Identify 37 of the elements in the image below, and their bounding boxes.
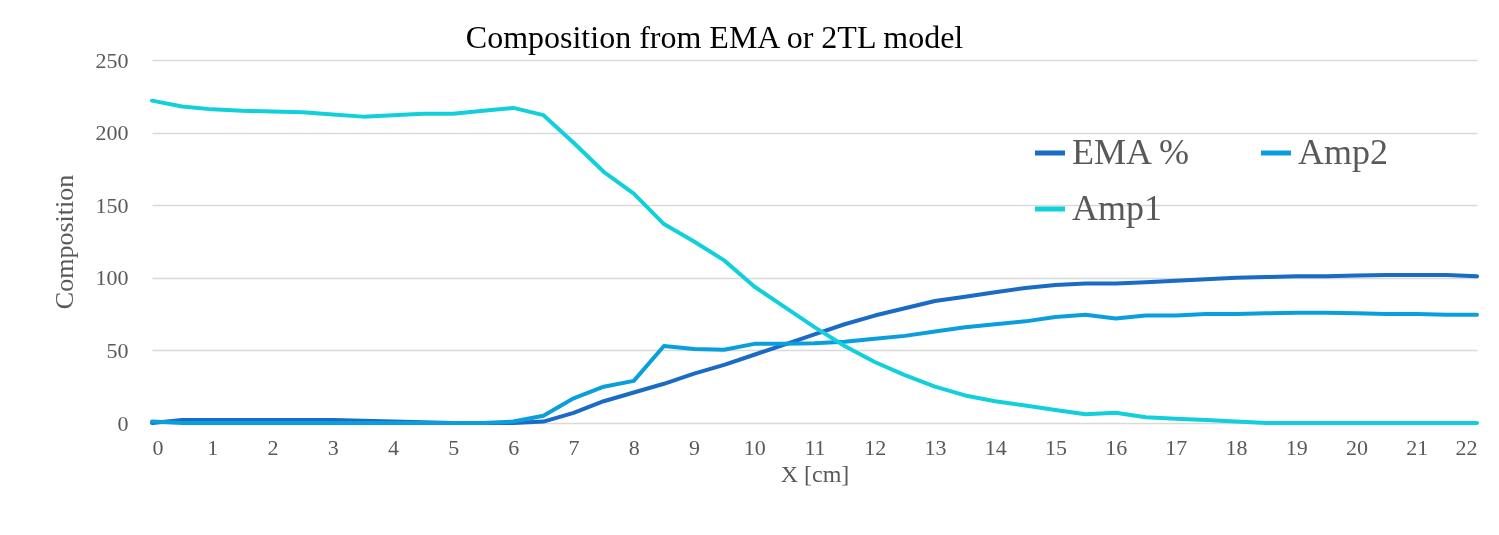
y-axis-title: Composition bbox=[49, 174, 79, 310]
line-series bbox=[150, 98, 1479, 425]
x-axis-title: X [cm] bbox=[780, 460, 850, 487]
y-tick-label: 100 bbox=[95, 265, 129, 291]
x-tick-label: 2 bbox=[267, 434, 279, 460]
chart-title: Composition from EMA or 2TL model bbox=[465, 19, 964, 55]
x-tick-label: 17 bbox=[1165, 434, 1188, 460]
x-tick-label: 3 bbox=[327, 434, 339, 460]
x-tick-label: 6 bbox=[508, 434, 520, 460]
x-tick-label: 19 bbox=[1285, 434, 1308, 460]
x-tick-label: 14 bbox=[984, 434, 1007, 460]
x-tick-label: 21 bbox=[1406, 434, 1429, 460]
x-tick-label: 9 bbox=[689, 434, 701, 460]
legend-label: Amp1 bbox=[1072, 188, 1162, 228]
y-tick-label: 200 bbox=[95, 120, 129, 146]
x-tick-label: 10 bbox=[743, 434, 766, 460]
x-tick-label: 22 bbox=[1455, 434, 1478, 460]
x-tick-label: 0 bbox=[152, 434, 164, 460]
x-tick-label: 13 bbox=[924, 434, 947, 460]
y-tick-label: 150 bbox=[95, 192, 129, 218]
y-tick-label: 250 bbox=[95, 47, 129, 73]
x-tick-label: 16 bbox=[1105, 434, 1128, 460]
x-tick-label: 20 bbox=[1346, 434, 1369, 460]
x-tick-label: 11 bbox=[804, 434, 826, 460]
x-tick-label: 7 bbox=[568, 434, 580, 460]
x-tick-label: 8 bbox=[628, 434, 640, 460]
legend-label: EMA % bbox=[1072, 132, 1189, 172]
x-tick-label: 18 bbox=[1225, 434, 1248, 460]
x-tick-label: 4 bbox=[387, 434, 399, 460]
x-tick-label: 1 bbox=[207, 434, 219, 460]
line-series bbox=[150, 310, 1479, 425]
x-tick-label: 15 bbox=[1044, 434, 1067, 460]
y-tick-label: 50 bbox=[106, 337, 129, 363]
x-tick-label: 5 bbox=[448, 434, 460, 460]
legend-label: Amp2 bbox=[1298, 132, 1388, 172]
y-tick-label: 0 bbox=[117, 410, 129, 436]
x-tick-label: 12 bbox=[864, 434, 887, 460]
